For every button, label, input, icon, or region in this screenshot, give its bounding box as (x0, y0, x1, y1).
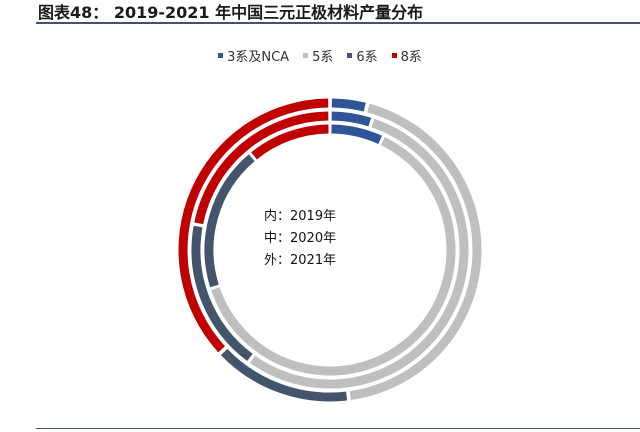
legend: 3系及NCA 5系 6系 8系 (0, 46, 640, 65)
legend-swatch (347, 53, 353, 58)
legend-item: 6系 (347, 46, 378, 65)
legend-swatch (303, 53, 309, 58)
bottom-rule (36, 428, 640, 429)
legend-label: 8系 (400, 50, 422, 65)
legend-label: 6系 (356, 50, 378, 65)
arc-2020-5系 (250, 118, 469, 389)
ring-label-outer: 外：2021年 (264, 253, 337, 268)
title-rule (36, 22, 640, 24)
ring-label-inner: 内：2019年 (264, 209, 337, 224)
arc-2020-8系 (194, 111, 329, 225)
arc-2019-6系 (204, 154, 255, 288)
legend-label: 3系及NCA (227, 50, 290, 65)
arc-2020-3系及NCA (331, 111, 372, 127)
arc-2021-6系 (220, 348, 348, 402)
legend-label: 5系 (312, 50, 334, 65)
legend-item: 8系 (391, 46, 422, 65)
legend-swatch (218, 53, 224, 58)
ring-key: 内：2019年 中：2020年 外：2021年 (264, 206, 336, 272)
chart-title: 图表48： 2019-2021 年中国三元正极材料产量分布 (38, 3, 424, 22)
arc-2021-3系及NCA (331, 98, 366, 112)
arc-2021-8系 (178, 98, 329, 353)
ring-label-middle: 中：2020年 (264, 231, 337, 246)
arc-2019-8系 (251, 124, 329, 160)
arc-2019-5系 (211, 137, 456, 376)
legend-item: 3系及NCA (218, 46, 289, 65)
arc-2019-3系及NCA (331, 124, 383, 145)
legend-swatch (391, 53, 397, 58)
legend-item: 5系 (303, 46, 333, 65)
arc-2021-5系 (349, 103, 482, 401)
arc-2020-6系 (191, 225, 253, 362)
